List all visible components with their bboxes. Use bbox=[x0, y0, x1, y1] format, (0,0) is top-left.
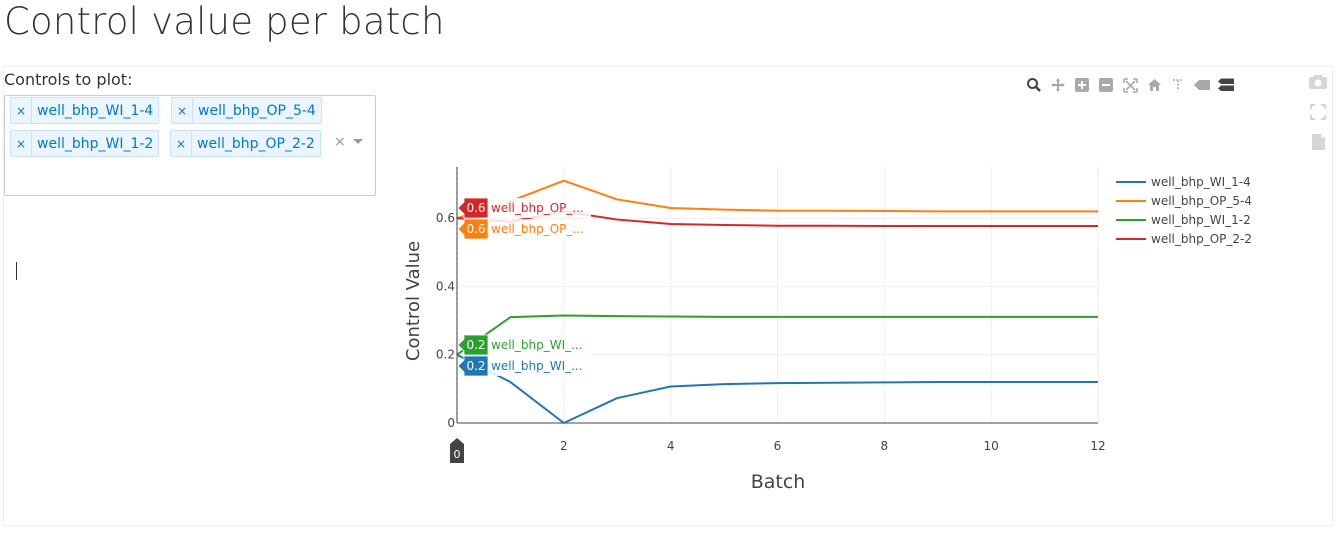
hover-series-name: well_bhp_WI_... bbox=[491, 338, 583, 352]
camera-icon[interactable] bbox=[1308, 72, 1328, 92]
x-tick-label: 8 bbox=[881, 439, 889, 453]
hover-closest-icon[interactable] bbox=[1190, 75, 1214, 95]
fullscreen-icon[interactable] bbox=[1308, 102, 1328, 122]
hover-value: 0.2 bbox=[466, 359, 485, 373]
legend-item[interactable]: well_bhp_OP_5-4 bbox=[1116, 194, 1252, 208]
legend-item[interactable]: well_bhp_OP_2-2 bbox=[1116, 232, 1252, 246]
hover-label: 0.6 well_bhp_OP_... bbox=[457, 197, 591, 219]
y-tick-label: 0.4 bbox=[436, 279, 455, 293]
page-title: Control value per batch bbox=[4, 0, 445, 43]
x-hover-badge bbox=[450, 438, 464, 463]
chip-label: well_bhp_WI_1-2 bbox=[37, 135, 154, 152]
hover-value: 0.6 bbox=[466, 201, 485, 215]
y-tick-label: 0.6 bbox=[436, 211, 455, 225]
chip-label: well_bhp_WI_1-4 bbox=[37, 102, 154, 119]
hover-series-name: well_bhp_OP_... bbox=[491, 222, 584, 236]
autoscale-icon[interactable] bbox=[1118, 75, 1142, 95]
legend-label: well_bhp_WI_1-4 bbox=[1151, 175, 1251, 189]
hover-text-bg bbox=[488, 335, 591, 355]
x-axis-title: Batch bbox=[751, 471, 806, 493]
zoom-out-icon[interactable] bbox=[1094, 75, 1118, 95]
legend-label: well_bhp_OP_2-2 bbox=[1151, 232, 1252, 246]
selected-chip[interactable]: × well_bhp_WI_1-2 bbox=[10, 130, 160, 157]
chip-remove-icon[interactable]: × bbox=[172, 98, 193, 123]
x-hover-value: 0 bbox=[454, 448, 461, 461]
reset-axes-icon[interactable] bbox=[1142, 75, 1166, 95]
file-icon[interactable] bbox=[1308, 132, 1328, 152]
x-tick-label: 12 bbox=[1090, 439, 1105, 453]
hover-labels: 0 0.6 well_bhp_OP_... 0.6 well_bhp_OP_... 0.2… bbox=[450, 167, 591, 463]
hover-label: 0.2 well_bhp_WI_... bbox=[457, 355, 591, 377]
x-tick-label: 2 bbox=[560, 439, 568, 453]
y-tick-label: 0.2 bbox=[436, 348, 455, 362]
selected-chip[interactable]: × well_bhp_OP_5-4 bbox=[171, 97, 322, 124]
y-tick-label: 0 bbox=[447, 416, 455, 430]
controls-multiselect[interactable]: × well_bhp_WI_1-4 × well_bhp_OP_5-4 × we… bbox=[4, 95, 376, 280]
chip-remove-icon[interactable]: × bbox=[11, 131, 32, 156]
plot-panel bbox=[3, 66, 1333, 526]
hover-text-bg bbox=[488, 219, 591, 239]
legend[interactable]: well_bhp_WI_1-4 well_bhp_OP_5-4 well_bhp_W… bbox=[1116, 175, 1252, 246]
hover-series-name: well_bhp_OP_... bbox=[491, 201, 584, 215]
hover-value: 0.6 bbox=[466, 222, 485, 236]
hover-series-name: well_bhp_WI_... bbox=[491, 359, 583, 373]
selected-chip[interactable]: × well_bhp_OP_2-2 bbox=[170, 130, 321, 157]
chip-remove-icon[interactable]: × bbox=[11, 98, 32, 123]
legend-item[interactable]: well_bhp_WI_1-2 bbox=[1116, 213, 1251, 227]
hover-compare-icon[interactable] bbox=[1214, 75, 1238, 95]
spike-lines-icon[interactable] bbox=[1166, 75, 1190, 95]
y-axis-title: Control Value bbox=[403, 241, 424, 361]
x-tick-label: 6 bbox=[774, 439, 782, 453]
chip-label: well_bhp_OP_5-4 bbox=[198, 102, 316, 119]
chip-label: well_bhp_OP_2-2 bbox=[197, 135, 315, 152]
series-line bbox=[456, 353, 1098, 424]
legend-label: well_bhp_OP_5-4 bbox=[1151, 194, 1252, 208]
hover-text-bg bbox=[488, 198, 591, 218]
clear-all-icon[interactable]: × bbox=[334, 134, 346, 150]
controls-label: Controls to plot: bbox=[4, 70, 133, 89]
plot-modebar bbox=[1022, 75, 1238, 95]
x-tick-label: 4 bbox=[667, 439, 675, 453]
hover-value: 0.2 bbox=[466, 338, 485, 352]
selected-chip[interactable]: × well_bhp_WI_1-4 bbox=[10, 97, 160, 124]
side-toolbar bbox=[1308, 72, 1328, 162]
pan-icon[interactable] bbox=[1046, 75, 1070, 95]
legend-item[interactable]: well_bhp_WI_1-4 bbox=[1116, 175, 1251, 189]
hover-text-bg bbox=[488, 356, 591, 376]
series-line bbox=[456, 314, 1098, 356]
legend-label: well_bhp_WI_1-2 bbox=[1151, 213, 1251, 227]
series-line bbox=[456, 179, 1098, 220]
chevron-down-icon[interactable] bbox=[353, 139, 363, 144]
text-cursor[interactable] bbox=[16, 262, 17, 280]
chip-remove-icon[interactable]: × bbox=[171, 131, 192, 156]
x-tick-label: 10 bbox=[984, 439, 999, 453]
zoom-in-icon[interactable] bbox=[1070, 75, 1094, 95]
zoom-icon[interactable] bbox=[1022, 75, 1046, 95]
hover-label: 0.6 well_bhp_OP_... bbox=[457, 218, 591, 240]
hover-label: 0.2 well_bhp_WI_... bbox=[457, 334, 591, 356]
